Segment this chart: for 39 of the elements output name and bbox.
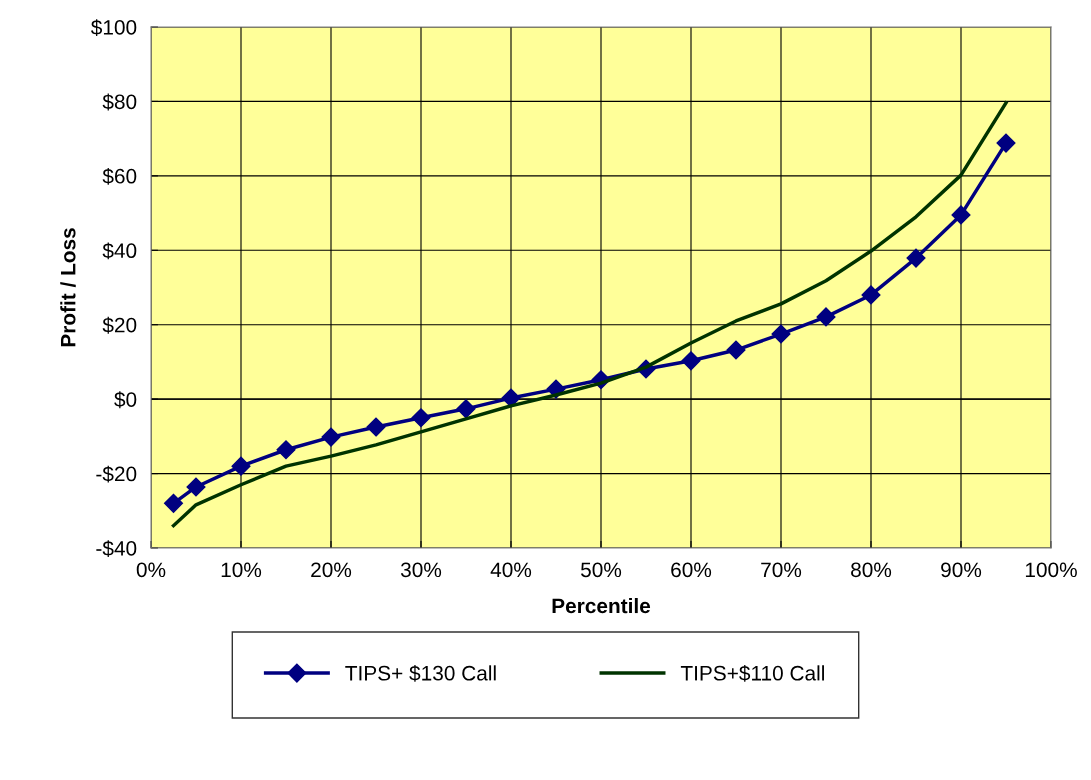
point bbox=[771, 324, 791, 344]
y-tick-label: $60 bbox=[102, 167, 137, 185]
x-tick-label: 80% bbox=[851, 562, 892, 578]
point bbox=[411, 408, 431, 428]
point bbox=[276, 440, 296, 460]
x-tick-label: 100% bbox=[1025, 562, 1077, 578]
point bbox=[726, 340, 746, 360]
y-tick-label: $100 bbox=[90, 19, 137, 36]
x-axis-title: Percentile bbox=[552, 597, 651, 614]
point bbox=[366, 417, 386, 437]
x-tick-label: 30% bbox=[400, 562, 442, 578]
point bbox=[816, 307, 836, 327]
point bbox=[681, 351, 701, 371]
y-tick-label: $80 bbox=[102, 93, 137, 111]
y-axis-title: Profit / Loss bbox=[60, 228, 76, 347]
y-tick-label: $40 bbox=[102, 242, 137, 260]
point bbox=[996, 133, 1016, 153]
y-tick-label: $0 bbox=[114, 391, 137, 409]
point bbox=[456, 399, 476, 419]
legend-label: TIPS+ $130 Call bbox=[345, 664, 496, 682]
point bbox=[861, 285, 881, 305]
legend-label: TIPS+$110 Call bbox=[680, 664, 824, 682]
x-tick-label: 60% bbox=[671, 562, 712, 578]
point bbox=[163, 493, 184, 513]
y-tick-label: $20 bbox=[102, 316, 137, 334]
x-tick-label: 70% bbox=[761, 562, 802, 578]
x-tick-label: 90% bbox=[941, 562, 982, 578]
point bbox=[231, 456, 251, 476]
x-tick-label: 0% bbox=[136, 562, 166, 578]
x-tick-label: 40% bbox=[490, 562, 532, 578]
y-tick-label: -$20 bbox=[96, 465, 137, 483]
point bbox=[186, 477, 206, 497]
x-tick-label: 10% bbox=[221, 562, 262, 578]
point bbox=[321, 427, 341, 447]
point bbox=[906, 248, 926, 268]
x-tick-label: 50% bbox=[580, 562, 622, 578]
y-tick-label: -$40 bbox=[96, 540, 137, 557]
x-tick-label: 20% bbox=[311, 562, 352, 578]
point bbox=[951, 205, 971, 225]
